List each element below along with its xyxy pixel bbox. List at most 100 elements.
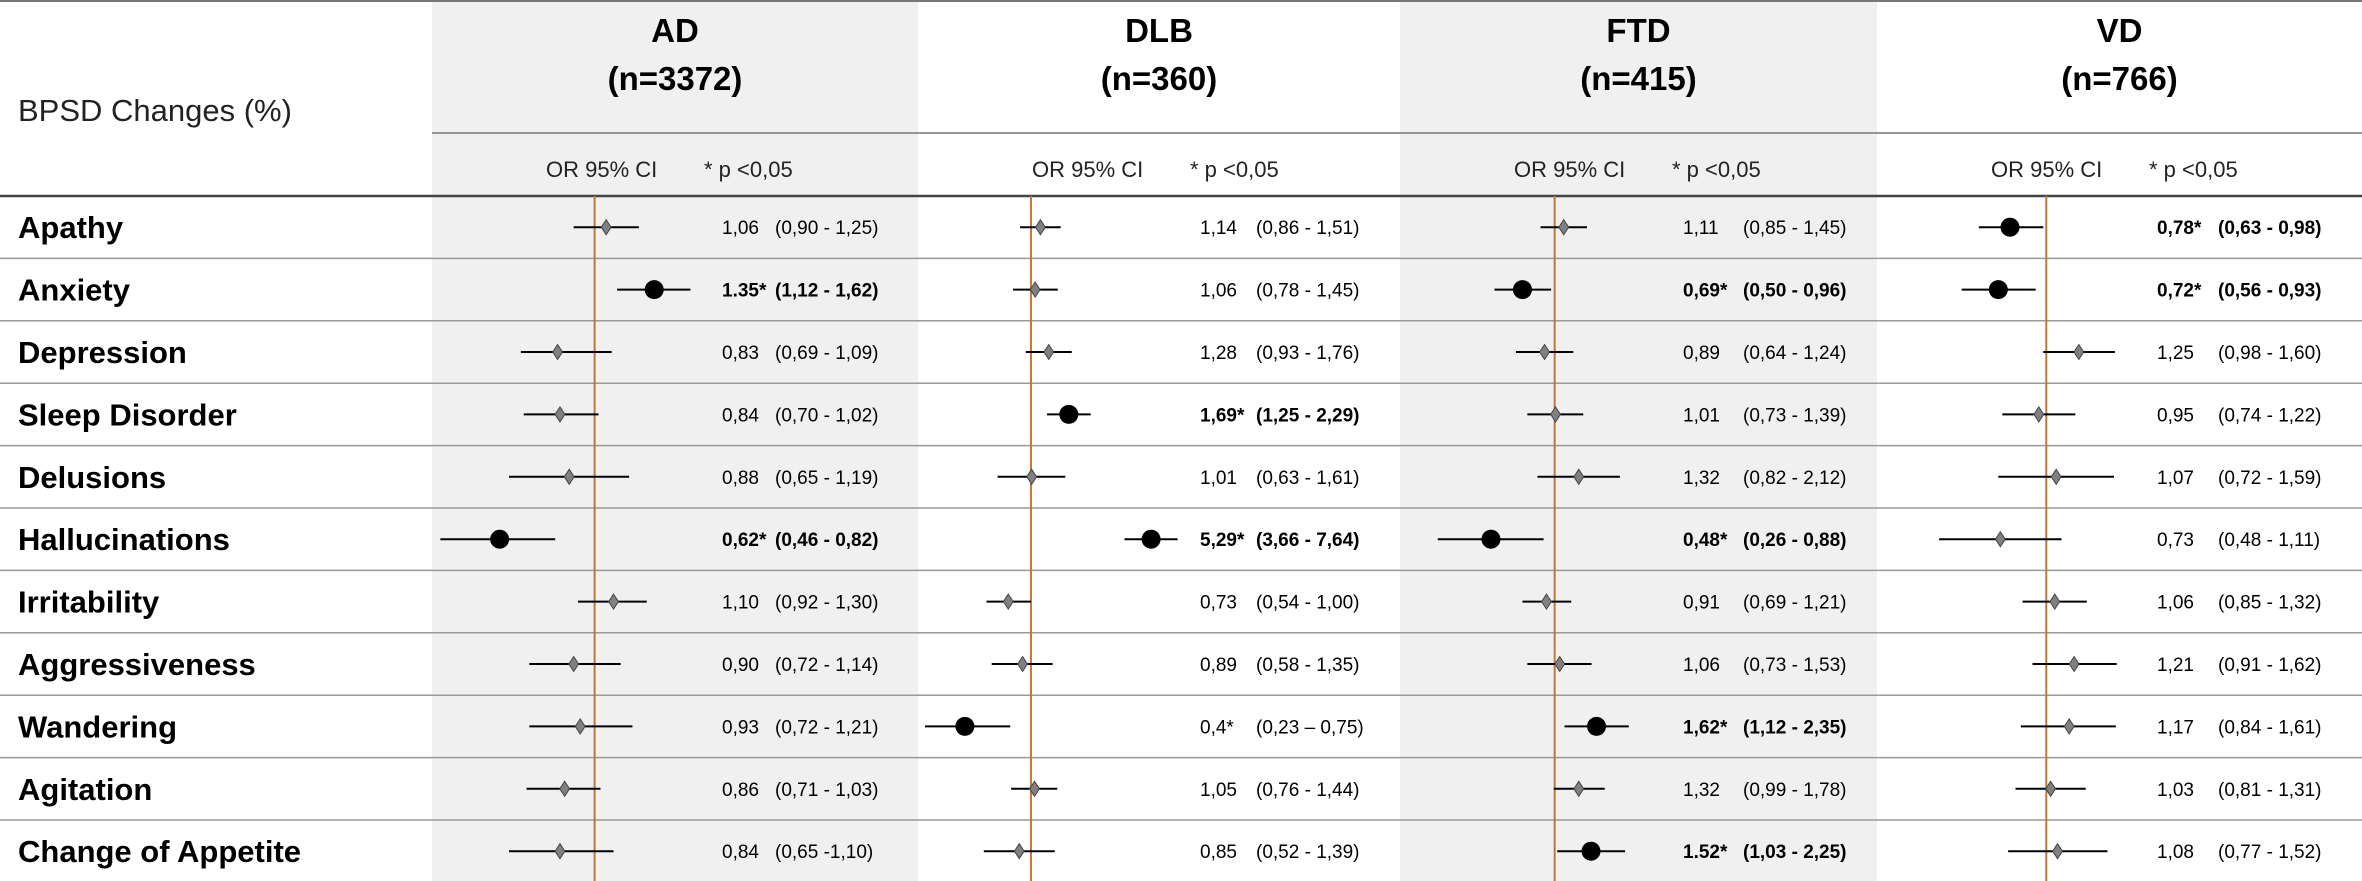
or-point [1029,780,1040,798]
column-label-significance: * p <0,05 [704,157,793,182]
row-label: Irritability [18,585,160,620]
row-label: Wandering [18,709,177,744]
ci-value: (0,81 - 1,31) [2218,780,2322,801]
column-label-significance: * p <0,05 [1190,157,1279,182]
or-point-significant [955,716,975,736]
or-point [2050,468,2062,486]
or-point [574,717,586,735]
group-name-vd: VD [2097,12,2143,49]
or-value: 5,29* [1200,530,1245,551]
or-point [563,468,575,486]
or-point [608,593,620,611]
or-value: 1,11 [1683,218,1719,239]
or-point [1539,343,1551,361]
ci-value: (0,76 - 1,44) [1256,780,1360,801]
row-label: Depression [18,335,187,370]
or-value: 0,90 [722,655,759,676]
or-point-significant [1587,716,1607,736]
ci-value: (0,56 - 0,93) [2218,281,2322,302]
ci-value: (0,72 - 1,14) [775,655,879,676]
or-point [2073,343,2085,361]
or-value: 0,91 [1683,593,1720,614]
or-point-significant [1512,280,1532,300]
or-value: 1,32 [1683,468,1720,489]
ci-value: (0,52 - 1,39) [1256,842,1360,863]
group-name-ad: AD [651,12,699,49]
or-value: 0,62* [722,530,767,551]
or-point-significant [1481,529,1501,549]
or-value: 1,28 [1200,343,1237,364]
or-point-significant [1988,280,2008,300]
or-value: 1,62* [1683,717,1728,738]
ci-value: (0,74 - 1,22) [2218,405,2322,426]
or-value: 0,69* [1683,281,1728,302]
or-point [2063,717,2075,735]
ci-value: (0,63 - 0,98) [2218,218,2322,239]
or-value: 1,06 [722,218,759,239]
or-value: 1,03 [2157,780,2194,801]
or-value: 1,14 [1200,218,1237,239]
group-n-ftd: (n=415) [1580,60,1696,97]
ci-value: (1,03 - 2,25) [1743,842,1847,863]
ci-value: (0,91 - 1,62) [2218,655,2322,676]
or-value: 1,25 [2157,343,2194,364]
row-label: Sleep Disorder [18,397,237,432]
or-point-significant [2000,217,2020,237]
or-point [2068,655,2080,673]
ci-value: (0,71 - 1,03) [775,780,879,801]
row-label: Apathy [18,210,124,245]
or-point [559,780,571,798]
ci-value: (0,54 - 1,00) [1256,593,1360,614]
or-point [554,842,566,860]
row-label: Hallucinations [18,522,230,557]
row-label: Anxiety [18,273,131,308]
or-value: 0,93 [722,717,759,738]
or-value: 1,69* [1200,405,1245,426]
or-value: 0,86 [722,780,759,801]
or-point-significant [644,280,664,300]
ci-value: (0,46 - 0,82) [775,530,879,551]
column-label-or: OR 95% CI [1991,157,2102,182]
column-label-significance: * p <0,05 [2149,157,2238,182]
or-point [1029,281,1041,299]
ci-value: (0,64 - 1,24) [1743,343,1847,364]
ci-value: (0,48 - 1,11) [2218,530,2320,551]
or-point [1573,780,1585,798]
or-point [1558,218,1570,236]
row-label: Agitation [18,772,152,807]
or-value: 0,89 [1200,655,1237,676]
ci-value: (0,69 - 1,21) [1743,593,1847,614]
ci-value: (0,65 -1,10) [775,842,873,863]
or-point [2049,593,2061,611]
or-value: 1,06 [1683,655,1720,676]
or-value: 0,84 [722,842,759,863]
ci-value: (0,23 – 0,75) [1256,717,1364,738]
or-value: 0,89 [1683,343,1720,364]
or-value: 0,83 [722,343,759,364]
or-value: 0,85 [1200,842,1237,863]
or-point [2052,842,2063,860]
or-value: 1,32 [1683,780,1720,801]
table-title: BPSD Changes (%) [18,93,292,128]
or-value: 0,95 [2157,405,2194,426]
or-value: 1,10 [722,593,759,614]
column-label-significance: * p <0,05 [1672,157,1761,182]
or-point [1043,343,1055,361]
or-point [1573,468,1585,486]
or-point [1541,593,1552,611]
or-point [1554,655,1566,673]
group-name-ftd: FTD [1606,12,1670,49]
row-label: Aggressiveness [18,647,256,682]
or-value: 1,01 [1683,405,1720,426]
ci-value: (0,93 - 1,76) [1256,343,1360,364]
or-value: 0,84 [722,405,759,426]
or-point [568,655,580,673]
or-point [554,405,566,423]
ci-value: (0,82 - 2,12) [1743,468,1847,489]
or-value: 0,4* [1200,717,1234,738]
or-value: 0,88 [722,468,759,489]
ci-value: (0,85 - 1,32) [2218,593,2322,614]
group-n-ad: (n=3372) [608,60,743,97]
or-value: 0,72* [2157,281,2202,302]
or-value: 1,08 [2157,842,2194,863]
